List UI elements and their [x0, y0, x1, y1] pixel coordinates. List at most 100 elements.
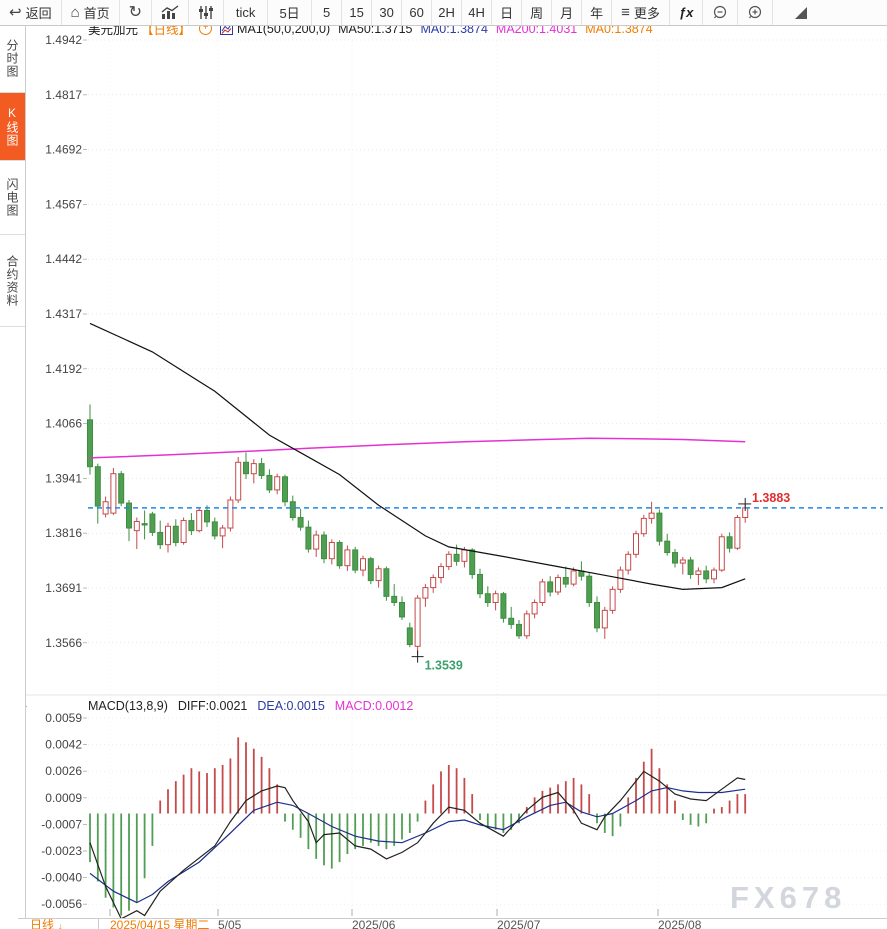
svg-text:1.4066: 1.4066 — [45, 417, 82, 431]
svg-text:1.3566: 1.3566 — [45, 636, 82, 650]
back-button-label: 返回 — [25, 6, 52, 21]
watermark: FX678 — [730, 880, 846, 915]
period-5-button[interactable]: 5 — [312, 0, 343, 25]
candles-layer — [87, 404, 749, 655]
svg-text:1.3816: 1.3816 — [45, 526, 82, 540]
period-4h-button[interactable]: 4H — [462, 0, 493, 25]
period-30-button[interactable]: 30 — [372, 0, 403, 25]
period-60-button-label: 60 — [409, 5, 424, 20]
period-dropdown-label: 日线 — [30, 918, 55, 929]
svg-text:1.4192: 1.4192 — [45, 362, 82, 376]
svg-text:-0.0056: -0.0056 — [41, 897, 82, 911]
period-15-button-label: 15 — [349, 5, 364, 20]
period-year-button-label: 年 — [590, 6, 604, 21]
period-60-button[interactable]: 60 — [402, 0, 433, 25]
back-button[interactable]: ↩ 返回 — [0, 0, 62, 25]
svg-text:1.3883: 1.3883 — [752, 491, 790, 505]
sidebar-item-kline[interactable]: K线图 — [0, 93, 25, 161]
svg-text:1.4692: 1.4692 — [45, 143, 82, 157]
zoom-out-button[interactable] — [703, 0, 739, 25]
zoom-out-icon — [714, 5, 727, 18]
period-day-button[interactable]: 日 — [492, 0, 523, 25]
svg-text:1.4317: 1.4317 — [45, 307, 82, 321]
home-button-label: 首页 — [83, 6, 110, 21]
macd-dea-value: DEA:0.0015 — [257, 699, 325, 713]
sidebar-item-lightning[interactable]: 闪电图 — [0, 161, 25, 235]
macd-diff-value: DIFF:0.0021 — [177, 699, 248, 713]
period-2h-button-label: 2H — [438, 5, 455, 20]
symbol-name: 美元加元 — [88, 23, 139, 37]
x-axis-label: 2025/06 — [352, 918, 396, 929]
svg-text:1.3691: 1.3691 — [45, 581, 82, 595]
menu-icon: ≡ — [621, 4, 630, 21]
svg-text:FX678: FX678 — [730, 880, 846, 915]
svg-text:0.0059: 0.0059 — [45, 711, 82, 725]
sidebar-item-contract[interactable]: 合约资料 — [0, 235, 25, 327]
period-week-button[interactable]: 周 — [522, 0, 553, 25]
period-5-button-label: 5 — [322, 5, 331, 20]
period-2h-button[interactable]: 2H — [432, 0, 463, 25]
ma-lines — [89, 322, 746, 591]
period-week-button-label: 周 — [530, 6, 544, 21]
sidebar-item-timeshare[interactable]: 分时图 — [0, 25, 25, 93]
back-icon: ↩ — [9, 4, 22, 21]
price-axis: 1.4942 1.4817 1.4692 1.4567 1.4442 1.4317 1.41… — [45, 33, 887, 650]
period-tag: 【日线】 — [141, 23, 192, 37]
macd-axis: 0.0059 0.0042 0.0026 0.0009 -0.0007 -0.0023 -0… — [41, 711, 887, 911]
more-button-label: 更多 — [633, 6, 660, 21]
sidebar: 分时图 K线图 闪电图 合约资料 — [0, 25, 26, 929]
svg-text:1.4442: 1.4442 — [45, 252, 82, 266]
sliders-icon — [199, 6, 214, 19]
fx-icon: ƒx — [678, 5, 694, 20]
refresh-icon: ↻ — [128, 3, 143, 21]
month-gridlines — [109, 41, 659, 916]
period-dropdown[interactable]: 日线 ↓ — [18, 919, 99, 929]
macd-header: MACD(13,8,9) DIFF:0.0021 DEA:0.0015 MACD… — [88, 699, 413, 713]
svg-text:-0.0007: -0.0007 — [41, 817, 82, 831]
svg-text:1.4817: 1.4817 — [45, 88, 82, 102]
svg-text:1.3539: 1.3539 — [425, 659, 463, 673]
svg-text:-0.0023: -0.0023 — [41, 844, 82, 858]
svg-text:1.4942: 1.4942 — [45, 33, 82, 47]
period-5d-button-label: 5日 — [279, 6, 300, 21]
macd-macd-value: MACD:0.0012 — [334, 699, 414, 713]
period-day-button-label: 日 — [500, 6, 514, 21]
trend-chart-icon — [161, 5, 179, 19]
period-5d-button[interactable]: 5日 — [268, 0, 313, 25]
x-axis-label: 2025/08 — [658, 918, 702, 929]
period-month-button-label: 月 — [560, 6, 574, 21]
edge-tool-button[interactable] — [773, 0, 825, 25]
more-button[interactable]: ≡ 更多 — [612, 0, 670, 25]
period-4h-button-label: 4H — [468, 5, 485, 20]
macd-histogram — [89, 737, 747, 916]
svg-text:-0.0040: -0.0040 — [41, 871, 82, 885]
macd-lines — [89, 770, 746, 918]
trend-chart-button[interactable] — [152, 0, 190, 25]
svg-text:0.0042: 0.0042 — [45, 738, 82, 752]
period-tick-button[interactable]: tick — [224, 0, 269, 25]
price-tag-layer: 1.3883 1.3539 — [88, 491, 883, 673]
zoom-in-icon — [749, 5, 762, 18]
home-button[interactable]: ⌂ 首页 — [62, 0, 120, 25]
macd-title: MACD(13,8,9) — [88, 699, 168, 713]
indicator-fx-button[interactable]: ƒx — [670, 0, 704, 25]
dropdown-arrow-icon: ↓ — [58, 921, 63, 929]
refresh-button[interactable]: ↻ — [120, 0, 153, 25]
svg-text:1.3941: 1.3941 — [45, 471, 82, 485]
candlestick-button[interactable] — [189, 0, 225, 25]
period-tick-button-label: tick — [235, 5, 256, 20]
x-axis-label: 2025/07 — [497, 918, 541, 929]
period-15-button[interactable]: 15 — [342, 0, 373, 25]
period-month-button[interactable]: 月 — [552, 0, 583, 25]
toolbar: ↩ 返回 ⌂ 首页 ↻ tick 5日 5 15 30 60 2H 4H 日周月年 ≡ 更多 ƒx — [0, 0, 887, 26]
svg-text:0.0009: 0.0009 — [45, 791, 82, 805]
svg-text:1.4567: 1.4567 — [45, 197, 82, 211]
main-chart[interactable]: 1.4942 1.4817 1.4692 1.4567 1.4442 1.4317 1.41… — [25, 25, 887, 918]
x-axis-strip: 日线 ↓ 2025/04/15 星期二 5/05 2025/06 2025/07 2025… — [18, 918, 887, 929]
x-axis-label: 2025/04/15 星期二 — [110, 918, 210, 929]
flag-icon — [795, 6, 808, 19]
zoom-in-button[interactable] — [738, 0, 774, 25]
home-icon: ⌂ — [70, 4, 80, 21]
period-year-button[interactable]: 年 — [582, 0, 613, 25]
period-30-button-label: 30 — [379, 5, 394, 20]
